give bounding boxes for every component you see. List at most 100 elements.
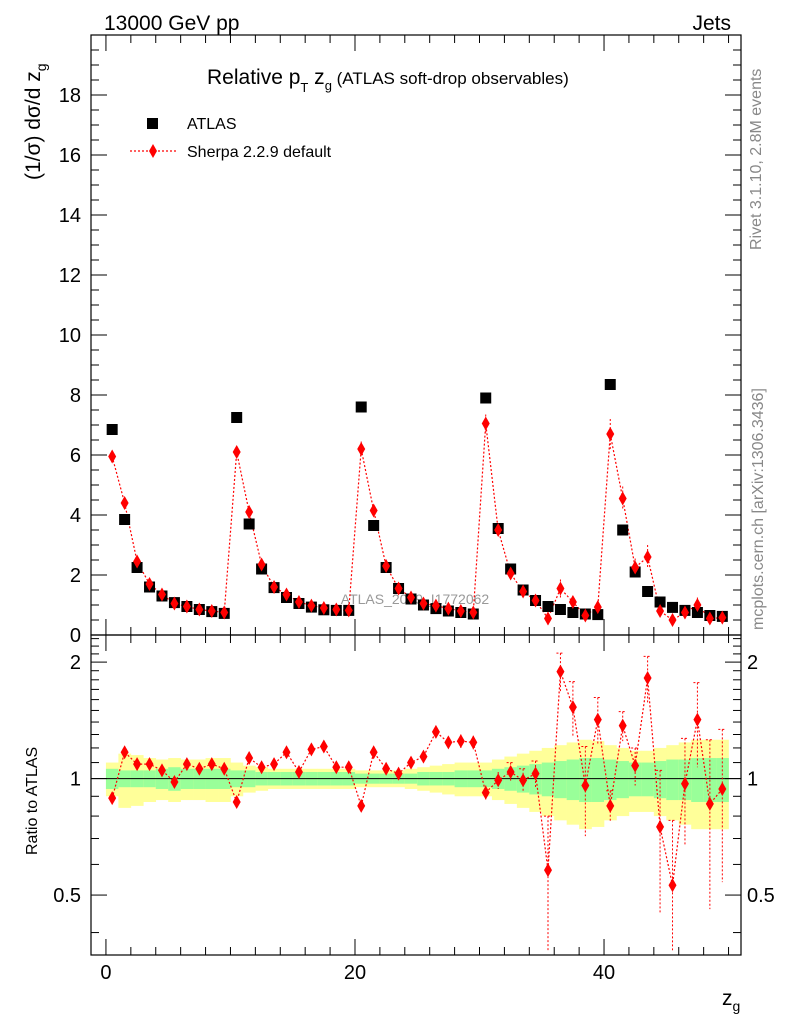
sherpa-point [456,604,465,618]
atlas-point [554,604,566,615]
ratio-point [145,757,154,772]
sherpa-point [157,587,166,602]
ratio-point [257,760,266,775]
ratio-band-inner [616,761,630,799]
rivet-label: Rivet 3.1.10, 2.8M events [748,69,765,250]
y-tick-label: 8 [70,385,81,407]
beam-label: 13000 GeV pp [104,12,239,35]
atlas-point [604,379,616,390]
ratio-point [568,700,577,715]
y-tick-label: 14 [59,205,81,227]
legend-atlas-label: ATLAS [187,116,237,133]
atlas-point [617,524,629,536]
sherpa-point [531,593,540,608]
ratio-point [307,742,316,757]
y-tick-label: 18 [59,85,81,107]
atlas-point [355,401,367,413]
sherpa-point [581,608,590,623]
y-tick-label: 6 [70,445,81,467]
sherpa-point [307,598,316,613]
x-tick-label: 20 [344,962,366,984]
ratio-point [394,766,403,781]
sherpa-point [469,605,478,620]
sherpa-point [282,587,291,602]
atlas-point [480,392,492,404]
y-axis-label: (1/σ) dσ/d zg [22,63,49,180]
ratio-point [157,763,166,778]
ratio-point [182,757,191,772]
legend-sherpa-marker [149,144,157,158]
ratio-point [618,718,627,733]
ratio-point [332,760,341,775]
atlas-point [691,607,703,618]
sherpa-point [170,596,179,611]
ratio-tick-label-right: 2 [747,652,758,674]
x-axis-label: zg [722,987,740,1014]
ratio-tick-label-right: 1 [747,769,758,791]
ratio-band-inner [628,762,642,797]
ratio-point [531,766,540,781]
sherpa-point [543,611,552,626]
atlas-point [654,596,666,608]
sherpa-point [705,611,714,626]
ratio-band-inner [691,758,704,802]
atlas-point [667,601,679,613]
ratio-band-inner [591,758,605,802]
sherpa-point [145,577,154,591]
sherpa-point [556,581,565,596]
sherpa-point [257,557,266,572]
sherpa-point [680,605,689,620]
y-tick-label: 12 [59,265,81,287]
sherpa-point [606,427,615,441]
sherpa-point [656,604,665,618]
atlas-point [567,607,579,618]
ratio-point [456,734,465,749]
ratio-point [120,745,129,760]
ratio-point [481,785,490,800]
atlas-point [119,514,131,525]
sherpa-point [506,566,515,581]
ratio-tick-label-left: 2 [70,652,81,674]
sherpa-point [332,602,341,617]
ratio-point [631,758,640,773]
y-tick-label: 4 [70,505,81,527]
sherpa-point [618,491,627,506]
sherpa-point [245,505,254,519]
ratio-point [606,798,615,813]
sherpa-point [631,560,640,575]
sherpa-point [494,523,503,537]
sherpa-point [668,613,677,627]
ratio-point [656,819,665,834]
ratio-series-line [111,671,723,886]
ratio-point [369,745,378,760]
x-tick-label: 0 [100,962,111,984]
sherpa-point [568,595,577,609]
ratio-point [220,761,229,776]
sherpa-point [319,601,328,615]
ratio-point [693,712,702,727]
ratio-band-inner [566,759,580,801]
atlas-point [368,520,380,531]
ratio-point [581,778,590,793]
ratio-point [245,751,254,766]
sherpa-point [407,590,416,605]
ratio-point [207,757,216,772]
ratio-point [593,712,602,727]
sherpa-point [220,605,229,620]
ratio-point [270,757,279,772]
ratio-point [170,774,179,789]
sherpa-point [108,449,117,464]
ratio-plot-frame [90,634,742,956]
legend-atlas-marker [147,118,158,129]
ratio-point [494,773,503,788]
ratio-point [407,755,416,770]
sherpa-point [133,554,142,569]
sherpa-point [718,610,727,625]
sherpa-point [207,604,216,618]
ratio-point [431,724,440,739]
legend: ATLAS Sherpa 2.2.9 default [130,116,332,161]
sherpa-point [481,416,490,431]
ratio-band-inner [666,759,680,801]
ratio-point [668,878,677,893]
